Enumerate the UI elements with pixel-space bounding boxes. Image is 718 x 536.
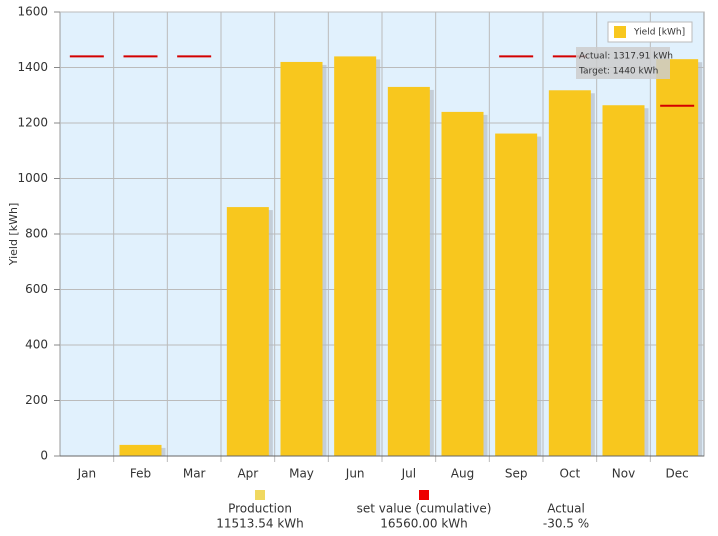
summary-swatch <box>419 490 429 500</box>
bar <box>387 86 430 457</box>
x-tick-label: Jun <box>345 467 365 481</box>
tooltip-box <box>576 47 670 79</box>
summary-value: 11513.54 kWh <box>216 517 304 531</box>
summary-value: -30.5 % <box>543 517 589 531</box>
bar <box>226 207 269 456</box>
x-tick-label: Aug <box>451 467 474 481</box>
x-tick-label: Feb <box>130 467 151 481</box>
x-tick-label: Oct <box>559 467 580 481</box>
tooltip-line: Target: 1440 kWh <box>578 67 658 77</box>
y-tick-label: 0 <box>40 449 48 463</box>
y-tick-label: 1400 <box>17 60 48 74</box>
x-tick-label: Mar <box>183 467 206 481</box>
bar <box>334 56 377 457</box>
x-tick-label: Dec <box>666 467 689 481</box>
y-tick-label: 1200 <box>17 116 48 130</box>
y-tick-label: 400 <box>25 338 48 352</box>
x-tick-label: Jul <box>401 467 416 481</box>
y-tick-label: 200 <box>25 393 48 407</box>
x-tick-label: Nov <box>612 467 635 481</box>
y-tick-label: 800 <box>25 227 48 241</box>
bar <box>280 61 323 456</box>
y-tick-label: 600 <box>25 282 48 296</box>
summary-swatch <box>255 490 265 500</box>
x-tick-label: May <box>289 467 314 481</box>
bar <box>495 133 538 457</box>
summary-value: 16560.00 kWh <box>380 517 468 531</box>
legend-swatch <box>614 26 626 38</box>
x-tick-label: Apr <box>237 467 258 481</box>
bar <box>656 59 699 457</box>
summary-label: set value (cumulative) <box>357 502 492 516</box>
tooltip-line: Actual: 1317.91 kWh <box>579 52 673 62</box>
legend-label: Yield [kWh] <box>633 28 685 38</box>
legend-box <box>607 21 693 43</box>
y-tick-label: 1600 <box>17 5 48 19</box>
bar <box>441 111 484 457</box>
y-axis-label: Yield [kWh] <box>7 203 20 267</box>
bar <box>602 105 645 457</box>
summary-label: Production <box>228 502 292 516</box>
y-tick-label: 1000 <box>17 171 48 185</box>
summary-label: Actual <box>547 502 585 516</box>
x-tick-label: Jan <box>77 467 97 481</box>
bar <box>119 444 162 456</box>
bar <box>548 90 591 457</box>
x-tick-label: Sep <box>505 467 528 481</box>
